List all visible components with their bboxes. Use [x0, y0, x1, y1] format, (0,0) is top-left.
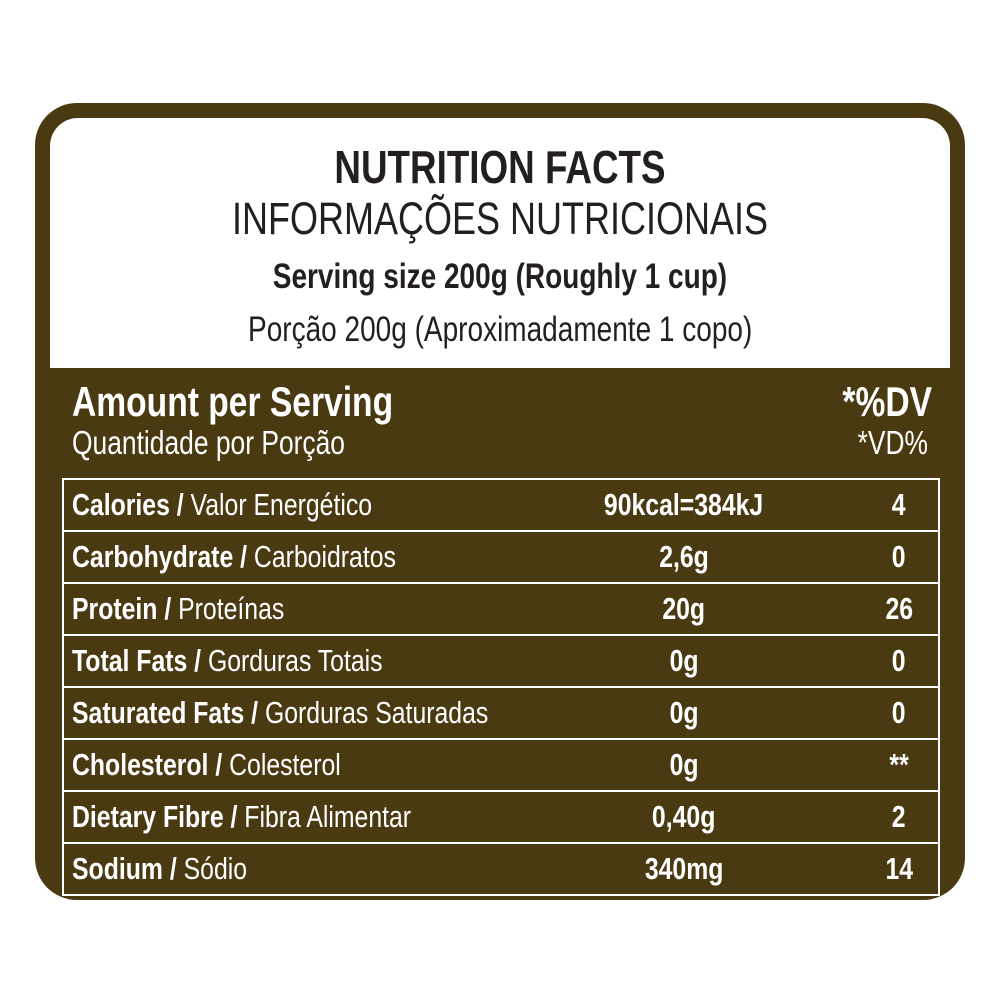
nutrient-name-pt: Colesterol — [229, 747, 341, 782]
nutrient-name: Calories / — [72, 487, 184, 522]
nutrient-row: Saturated Fats / Gorduras Saturadas 0g 0 — [64, 686, 938, 738]
serving-size-pt: Porção 200g (Aproximadamente 1 copo) — [247, 310, 753, 349]
nutrient-row: Dietary Fibre / Fibra Alimentar 0,40g 2 — [64, 790, 938, 842]
amount-per-serving: Amount per Serving — [72, 378, 394, 425]
dv-pt: *VD% — [857, 424, 928, 461]
nutrient-dv-cell: 26 — [839, 584, 959, 634]
nutrient-name: Carbohydrate / — [72, 539, 248, 574]
nutrient-name: Total Fats / — [72, 643, 202, 678]
dv-head: *%DV — [820, 378, 932, 426]
nutrient-row: Total Fats / Gorduras Totais 0g 0 — [64, 634, 938, 686]
nutrient-label: Calories / Valor Energético — [72, 480, 447, 530]
nutrient-name: Dietary Fibre / — [72, 799, 238, 834]
nutrient-label-text: Protein / Proteínas — [72, 584, 284, 634]
nutrient-label: Protein / Proteínas — [72, 584, 337, 634]
nutrient-label: Total Fats / Gorduras Totais — [72, 636, 460, 686]
nutrient-label-text: Total Fats / Gorduras Totais — [72, 636, 383, 686]
nutrient-row: Carbohydrate / Carboidratos 2,6g 0 — [64, 530, 938, 582]
nutrient-amount: 0g — [669, 695, 699, 730]
nutrient-label-text: Sodium / Sódio — [72, 844, 247, 894]
nutrient-dv: 2 — [892, 799, 906, 834]
nutrient-amount-cell: 90kcal=384kJ — [484, 480, 884, 530]
title-pt: INFORMAÇÕES NUTRICIONAIS — [231, 193, 769, 244]
nutrient-label: Dietary Fibre / Fibra Alimentar — [72, 792, 496, 842]
nutrient-amount-cell: 2,6g — [484, 532, 884, 582]
amount-head-pt: Quantidade por Porção — [72, 424, 413, 462]
nutrient-name: Protein / — [72, 591, 172, 626]
nutrient-dv: 4 — [892, 487, 906, 522]
nutrient-name: Cholesterol / — [72, 747, 223, 782]
nutrient-name: Sodium / — [72, 851, 177, 886]
nutrient-dv: 14 — [885, 851, 913, 886]
nutrient-amount-cell: 0,40g — [484, 792, 884, 842]
nutrient-name-pt: Proteínas — [178, 591, 285, 626]
nutrient-dv: 0 — [892, 539, 906, 574]
nutrient-label: Sodium / Sódio — [72, 844, 291, 894]
dv: *%DV — [842, 378, 932, 425]
nutrient-amount: 340mg — [644, 851, 724, 886]
nutrient-label-text: Calories / Valor Energético — [72, 480, 372, 530]
nutrient-amount-cell: 0g — [484, 740, 884, 790]
nutrient-row: Sodium / Sódio 340mg 14 — [64, 842, 938, 894]
nutrient-row: Protein / Proteínas 20g 26 — [64, 582, 938, 634]
nutrient-amount: 0,40g — [652, 799, 716, 834]
nutrient-dv-cell: 0 — [839, 636, 959, 686]
nutrient-amount-cell: 0g — [484, 688, 884, 738]
nutrient-dv-cell: 2 — [839, 792, 959, 842]
nutrient-amount-cell: 0g — [484, 636, 884, 686]
amount-per-serving-pt: Quantidade por Porção — [72, 424, 345, 461]
nutrient-row: Calories / Valor Energético 90kcal=384kJ 4 — [64, 478, 938, 530]
nutrient-name: Saturated Fats / — [72, 695, 259, 730]
nutrient-amount-cell: 340mg — [484, 844, 884, 894]
nutrient-label-text: Cholesterol / Colesterol — [72, 740, 341, 790]
nutrient-name-pt: Gorduras Saturadas — [264, 695, 489, 730]
nutrient-label: Saturated Fats / Gorduras Saturadas — [72, 688, 592, 738]
nutrient-label-text: Dietary Fibre / Fibra Alimentar — [72, 792, 411, 842]
nutrient-name-pt: Fibra Alimentar — [244, 799, 412, 834]
nutrient-amount: 0g — [669, 747, 699, 782]
dv-head-pt: *VD% — [840, 424, 928, 462]
nutrient-dv: 0 — [892, 695, 906, 730]
title-line: NUTRITION FACTS — [0, 140, 1000, 194]
nutrient-name-pt: Gorduras Totais — [207, 643, 383, 678]
serving-size: Serving size 200g (Roughly 1 cup) — [272, 257, 728, 296]
nutrient-dv: ** — [889, 747, 909, 782]
title: NUTRITION FACTS — [334, 141, 666, 193]
nutrient-label: Carbohydrate / Carboidratos — [72, 532, 477, 582]
nutrient-dv-cell: ** — [839, 740, 959, 790]
nutrient-label-text: Carbohydrate / Carboidratos — [72, 532, 396, 582]
nutrient-dv-cell: 0 — [839, 532, 959, 582]
title-pt-line: INFORMAÇÕES NUTRICIONAIS — [0, 193, 1000, 245]
nutrient-amount: 2,6g — [659, 539, 709, 574]
amount-head: Amount per Serving — [72, 378, 473, 426]
nutrient-name-pt: Carboidratos — [253, 539, 396, 574]
nutrient-label-text: Saturated Fats / Gorduras Saturadas — [72, 688, 488, 738]
nutrient-dv: 0 — [892, 643, 906, 678]
nutrient-dv-cell: 0 — [839, 688, 959, 738]
nutrient-name-pt: Valor Energético — [190, 487, 373, 522]
nutrient-dv-cell: 4 — [839, 480, 959, 530]
label-header-area — [50, 118, 950, 368]
nutrient-dv-cell: 14 — [839, 844, 959, 894]
nutrient-name-pt: Sódio — [183, 851, 248, 886]
nutrient-amount-cell: 20g — [484, 584, 884, 634]
serving-line: Serving size 200g (Roughly 1 cup) — [0, 257, 1000, 297]
nutrient-dv: 26 — [885, 591, 913, 626]
nutrient-row: Cholesterol / Colesterol 0g ** — [64, 738, 938, 790]
nutrient-rows: Calories / Valor Energético 90kcal=384kJ 4… — [62, 478, 940, 896]
nutrient-label: Cholesterol / Colesterol — [72, 740, 408, 790]
nutrient-amount: 20g — [662, 591, 706, 626]
serving-pt-line: Porção 200g (Aproximadamente 1 copo) — [0, 310, 1000, 350]
nutrient-amount: 0g — [669, 643, 699, 678]
nutrient-amount: 90kcal=384kJ — [604, 487, 764, 522]
